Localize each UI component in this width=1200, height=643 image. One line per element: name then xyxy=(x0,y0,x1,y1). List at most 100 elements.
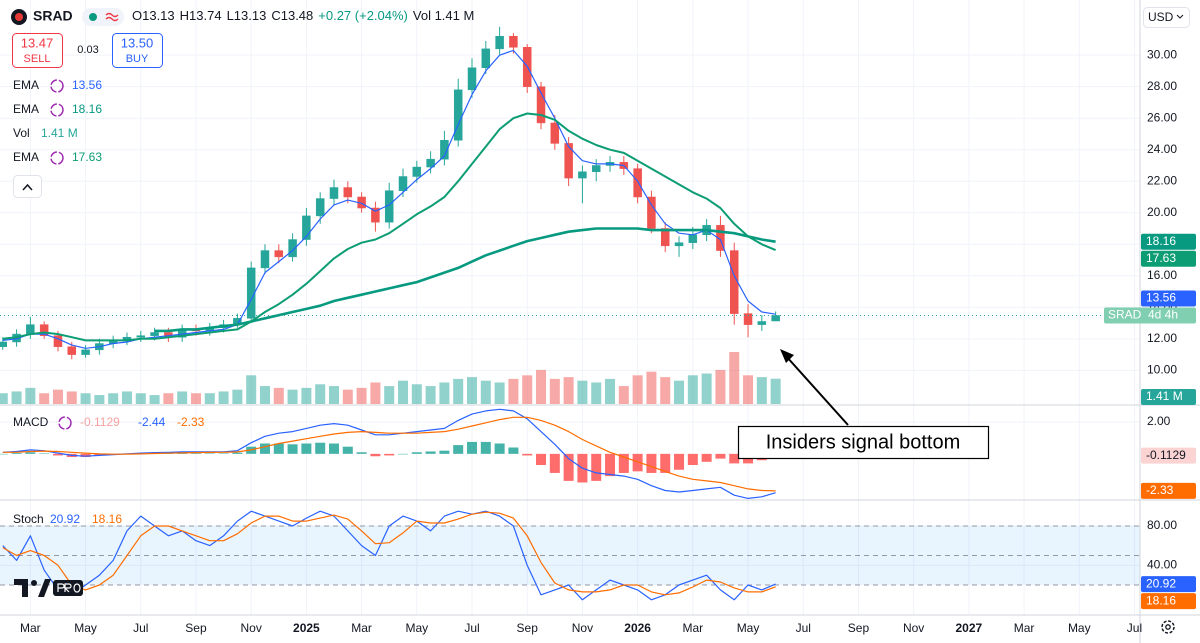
y-tick-label: 16.00 xyxy=(1147,268,1177,282)
volume-bar xyxy=(39,393,50,404)
grid xyxy=(0,0,1140,615)
macd-histogram-bar xyxy=(370,453,381,457)
x-tick-label: Nov xyxy=(241,621,262,635)
stoch-k-line xyxy=(2,510,776,601)
indicator-icon xyxy=(50,79,64,93)
volume-bar xyxy=(605,378,616,404)
price-badge xyxy=(1141,250,1196,267)
macd-histogram-bar xyxy=(287,444,298,454)
candle-body xyxy=(578,171,587,179)
macd-histogram-bar xyxy=(356,452,367,454)
volume-bar xyxy=(467,377,478,404)
countdown: 4d 4h xyxy=(1148,308,1178,322)
buy-button[interactable] xyxy=(112,33,163,68)
volume-bar xyxy=(273,387,284,404)
macd-histogram-bar xyxy=(398,453,409,455)
change: +0.27 (+2.04%) xyxy=(318,8,408,23)
price-badge xyxy=(1141,447,1196,464)
volume-badge-label: 1.41 M xyxy=(1146,389,1183,403)
status-pill[interactable] xyxy=(82,8,124,26)
logo-v xyxy=(38,579,51,597)
logo-t xyxy=(14,579,28,597)
gear-inner xyxy=(1165,624,1171,630)
volume-bar xyxy=(743,375,754,404)
symbol-logo-dot xyxy=(15,13,23,21)
currency: USD xyxy=(1148,10,1174,24)
volume-bar xyxy=(66,391,77,404)
macd-histogram-bar xyxy=(190,453,201,454)
volume-bar xyxy=(52,389,63,404)
candle-body xyxy=(371,207,380,223)
x-tick-label: Mar xyxy=(351,621,372,635)
candle-body xyxy=(67,346,77,355)
signal-line xyxy=(2,416,776,492)
macd-histogram-bar xyxy=(715,453,726,459)
macd-histogram-bar xyxy=(425,451,436,454)
volume-bar xyxy=(425,386,436,404)
volume-bar xyxy=(715,369,726,404)
annotation-box xyxy=(737,425,990,460)
macd-histogram-bar xyxy=(632,453,643,472)
indicator-icon xyxy=(50,103,64,117)
sell-label: SELL xyxy=(24,53,51,65)
settings-button[interactable] xyxy=(1161,620,1175,634)
candle-body xyxy=(743,313,753,325)
macd-histogram-bar xyxy=(687,453,698,465)
x-tick-label: Jul xyxy=(1127,621,1142,635)
currency-button[interactable] xyxy=(1143,7,1190,28)
candle-body xyxy=(688,234,698,243)
x-tick-label: Nov xyxy=(572,621,593,635)
macd-histogram-bar xyxy=(328,443,339,454)
high: H13.74 xyxy=(180,8,222,23)
y-tick-label: 10.00 xyxy=(1147,363,1177,377)
candle-body xyxy=(136,335,146,338)
volume-bar xyxy=(674,380,685,404)
macd-histogram-bar xyxy=(411,452,422,454)
volume-bar xyxy=(232,389,243,404)
candle-body xyxy=(633,168,642,198)
macd-histogram-bar xyxy=(94,453,105,456)
sell-price: 13.47 xyxy=(21,35,54,50)
x-tick-label: Sep xyxy=(848,621,870,635)
collapse-button[interactable] xyxy=(13,175,42,198)
sell-button[interactable] xyxy=(12,33,63,68)
y-tick-label: 30.00 xyxy=(1147,47,1177,61)
volume-bar xyxy=(632,375,643,404)
ohlc-quote: O13.13 H13.74 L13.13 C13.48 +0.27 (+2.04%) Vo… xyxy=(132,8,474,23)
y-tick-label: 12.00 xyxy=(1147,331,1177,345)
candle-body xyxy=(647,196,656,229)
macd-histogram-bar xyxy=(467,441,478,454)
symbol[interactable]: SRAD xyxy=(33,8,73,24)
legend-value: 17.63 xyxy=(72,150,102,164)
price-badge-label: 18.16 xyxy=(1146,593,1176,607)
candle-body xyxy=(288,239,297,258)
volume-bar xyxy=(108,393,119,404)
volume-bar xyxy=(646,371,657,404)
annotation-arrowhead xyxy=(780,349,794,363)
volume-bar xyxy=(398,380,409,404)
candle-body xyxy=(0,341,8,347)
macd-histogram-bar xyxy=(11,453,22,454)
volume-bar xyxy=(246,375,257,404)
legend-name: MACD xyxy=(13,415,49,429)
y-tick-label: 26.00 xyxy=(1147,110,1177,124)
macd-histogram-bar xyxy=(39,453,50,454)
volume-bar xyxy=(563,377,574,404)
volume-bar xyxy=(549,378,560,404)
volume-bar xyxy=(135,393,146,404)
volume-bar xyxy=(439,382,450,404)
candle-body xyxy=(398,176,408,191)
volume-bar xyxy=(177,391,188,404)
candle-body xyxy=(274,250,284,258)
candle-body xyxy=(329,187,339,199)
macd-histogram-bar xyxy=(80,453,91,458)
candle-body xyxy=(302,215,311,240)
symbol-badge xyxy=(1104,307,1196,324)
candle-body xyxy=(550,122,560,144)
price-badge-label: 13.56 xyxy=(1146,291,1176,305)
volume-badge xyxy=(1141,389,1196,405)
macd-histogram-bar xyxy=(439,450,450,454)
x-tick-label: Sep xyxy=(185,621,207,635)
candle-body xyxy=(39,324,49,336)
